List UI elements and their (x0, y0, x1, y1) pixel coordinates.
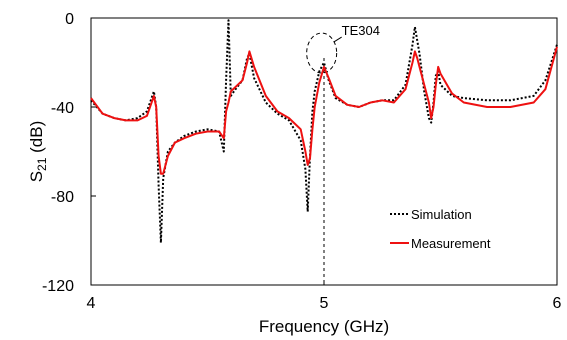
x-tick-label: 5 (320, 295, 329, 312)
legend-simulation-label: Simulation (411, 207, 472, 222)
y-tick-label: 0 (65, 11, 74, 28)
y-axis-title-unit: (dB) (27, 121, 46, 158)
x-tick-label: 4 (87, 295, 96, 312)
series-layer (90, 19, 558, 244)
y-axis-title: S21 (dB) (27, 121, 49, 183)
series-line-measurement (90, 46, 558, 175)
y-axis-title-subscript: 21 (35, 157, 49, 171)
annotation-leader-line (333, 36, 342, 43)
x-tick-label: 6 (553, 295, 562, 312)
x-axis-title: Frequency (GHz) (259, 317, 389, 336)
y-axis-title-main: S (27, 171, 46, 182)
legend: Simulation Measurement (390, 207, 491, 251)
y-tick-label: -120 (42, 278, 74, 295)
tick-labels: 4 5 6 0 -40 -80 -120 (42, 11, 562, 312)
legend-measurement-label: Measurement (411, 236, 491, 251)
annotation-label: TE304 (342, 23, 380, 38)
y-tick-label: -80 (51, 189, 74, 206)
y-tick-label: -40 (51, 100, 74, 117)
